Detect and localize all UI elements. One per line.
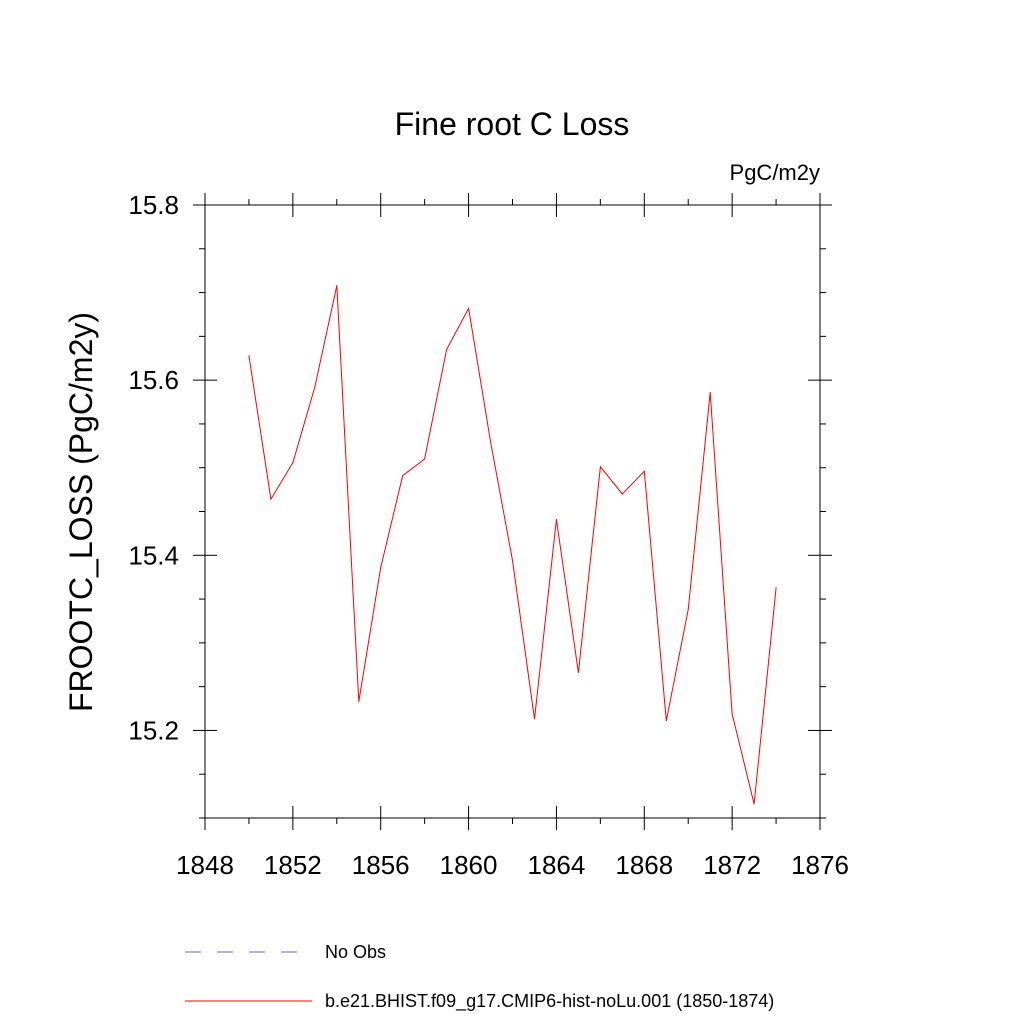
data-point (292, 461, 294, 463)
x-tick-label: 1860 (440, 850, 498, 880)
data-point (490, 440, 492, 442)
y-tick-label: 15.6 (128, 365, 179, 395)
chart-units: PgC/m2y (730, 160, 820, 185)
x-axis: 1848 1852 1856 1860 1864 1868 1872 1876 (176, 193, 849, 880)
data-point (709, 391, 711, 393)
legend-label: b.e21.BHIST.f09_g17.CMIP6-hist-noLu.001 … (325, 991, 774, 1012)
data-point (753, 803, 755, 805)
data-point (512, 560, 513, 562)
data-point (533, 718, 535, 720)
data-point (402, 475, 404, 477)
chart-title: Fine root C Loss (395, 106, 630, 142)
data-point (555, 518, 557, 520)
data-point (643, 470, 645, 472)
data-point (424, 458, 426, 460)
x-tick-label: 1872 (703, 850, 761, 880)
y-tick-label: 15.4 (128, 540, 179, 570)
data-point (687, 609, 689, 611)
y-tick-label: 15.2 (128, 715, 179, 745)
data-point (731, 713, 733, 715)
series-line (248, 285, 777, 805)
series-layer (248, 285, 777, 805)
data-point (621, 493, 623, 495)
data-point (577, 672, 579, 674)
data-point (468, 307, 470, 309)
data-point (248, 355, 250, 357)
data-point (599, 466, 601, 468)
y-axis-label: FROOTC_LOSS (PgC/m2y) (63, 312, 99, 712)
data-point (358, 701, 360, 703)
data-point (380, 567, 382, 569)
data-point (775, 587, 777, 589)
y-tick-label: 15.8 (128, 190, 179, 220)
legend-label: No Obs (325, 942, 386, 962)
x-tick-label: 1868 (615, 850, 673, 880)
data-point (314, 386, 316, 388)
legend: No Obs b.e21.BHIST.f09_g17.CMIP6-hist-noL… (185, 942, 774, 1012)
data-point (665, 720, 667, 722)
data-point (270, 498, 272, 500)
data-point (446, 348, 448, 350)
x-tick-label: 1852 (264, 850, 322, 880)
x-tick-label: 1864 (528, 850, 586, 880)
x-tick-label: 1848 (176, 850, 234, 880)
x-tick-label: 1876 (791, 850, 849, 880)
x-tick-label: 1856 (352, 850, 410, 880)
y-axis: 15.2 15.4 15.6 15.8 (128, 190, 832, 819)
plot-frame (204, 204, 821, 819)
data-point (336, 285, 338, 287)
